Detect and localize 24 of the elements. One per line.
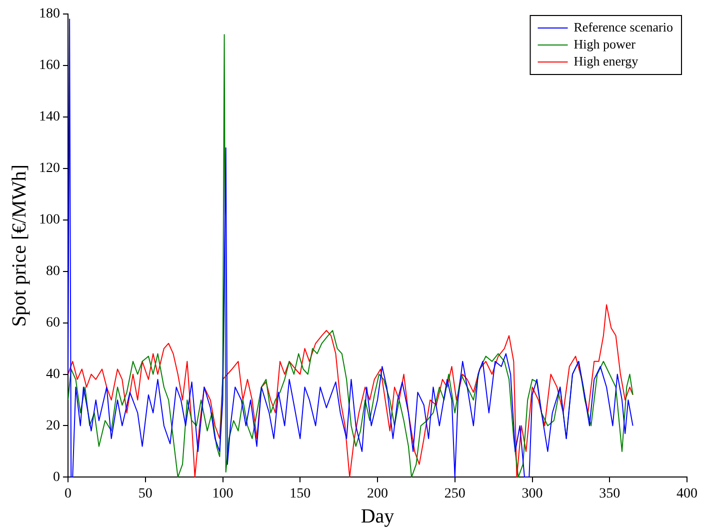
y-tick-label: 160	[39, 58, 60, 74]
x-tick-label: 350	[599, 486, 620, 502]
x-axis-title: Day	[360, 505, 394, 528]
legend-label: Reference scenario	[574, 19, 674, 34]
y-axis-title: Spot price [€/MWh]	[8, 164, 30, 327]
y-tick-label: 140	[39, 110, 60, 125]
y-tick-label: 120	[39, 161, 60, 176]
y-tick-label: 60	[46, 315, 60, 330]
legend-label: High energy	[574, 53, 639, 68]
x-tick-label: 150	[290, 486, 311, 502]
y-tick-label: 40	[46, 366, 60, 382]
x-tick-label: 100	[212, 486, 234, 502]
y-tick-label: 20	[46, 418, 60, 434]
x-tick-label: 200	[367, 486, 388, 502]
y-tick-label: 0	[53, 470, 60, 485]
y-tick-label: 80	[46, 264, 60, 280]
legend-label: High power	[574, 36, 636, 52]
x-tick-label: 300	[522, 486, 543, 502]
x-tick-label: 250	[444, 486, 466, 502]
y-tick-label: 180	[39, 6, 60, 22]
y-tick-label: 100	[39, 212, 60, 228]
x-tick-label: 0	[64, 486, 72, 502]
x-tick-label: 400	[676, 486, 698, 502]
x-tick-label: 50	[138, 486, 152, 502]
